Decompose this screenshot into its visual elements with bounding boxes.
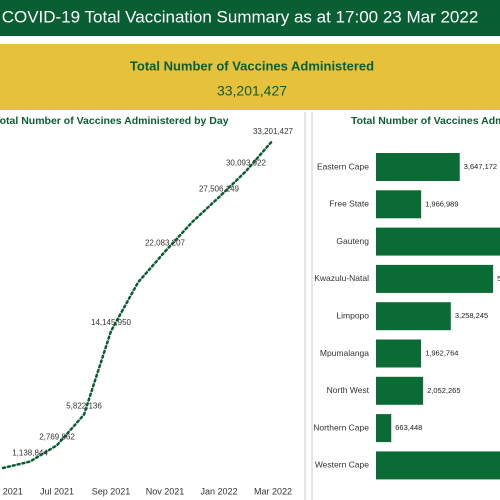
data-label: 3,647,172 xyxy=(464,162,497,171)
x-tick-label: Sep 2021 xyxy=(92,486,131,496)
data-label: 22,083,207 xyxy=(145,239,186,248)
data-label: 3,258,245 xyxy=(455,311,488,320)
data-label: 30,093,922 xyxy=(226,158,267,167)
bar xyxy=(376,153,460,181)
bar xyxy=(376,414,392,443)
data-label: 14,145,950 xyxy=(91,318,132,327)
kpi-label: Total Number of Vaccines Administered xyxy=(130,58,374,73)
bar xyxy=(376,302,451,331)
data-label: 1,138,844 xyxy=(12,449,48,458)
bar xyxy=(376,227,500,256)
data-label: 5,822,136 xyxy=(66,402,102,411)
data-label: 2,769,862 xyxy=(39,432,75,441)
line xyxy=(1,138,275,470)
category-label: North West xyxy=(327,385,370,395)
bar xyxy=(376,339,422,368)
data-label: 33,201,427 xyxy=(253,127,294,136)
x-tick-label: Nov 2021 xyxy=(146,486,185,496)
x-tick-label: Mar 2022 xyxy=(254,486,292,496)
category-label: Kwazulu-Natal xyxy=(314,273,369,283)
bar xyxy=(376,264,494,293)
kpi-band xyxy=(0,44,500,110)
data-label: 1,962,764 xyxy=(425,348,458,357)
x-tick-label: Jan 2022 xyxy=(200,486,237,496)
header-band xyxy=(0,0,500,36)
header-title: COVID-19 Total Vaccination Summary as at… xyxy=(2,7,479,26)
bar xyxy=(376,190,422,219)
bar xyxy=(376,376,424,405)
data-label: 27,506,149 xyxy=(199,184,240,193)
category-label: Limpopo xyxy=(336,310,369,320)
bar-title: Total Number of Vaccines Administered by… xyxy=(351,115,500,127)
line-title: Total Number of Vaccines Administered by… xyxy=(0,115,229,127)
category-label: Mpumalanga xyxy=(320,348,369,358)
category-label: Western Cape xyxy=(315,460,369,470)
x-tick-label: May 2021 xyxy=(0,486,23,496)
x-tick-label: Jul 2021 xyxy=(40,486,74,496)
category-label: Northern Cape xyxy=(313,422,369,432)
data-label: 2,052,265 xyxy=(427,386,460,395)
data-label: 663,448 xyxy=(395,423,422,432)
category-label: Free State xyxy=(329,199,369,209)
category-label: Eastern Cape xyxy=(317,161,369,171)
kpi-value: 33,201,427 xyxy=(217,83,287,99)
data-label: 5,100,000 xyxy=(497,274,500,283)
category-label: Gauteng xyxy=(336,236,369,246)
data-label: 1,966,989 xyxy=(425,199,458,208)
bar xyxy=(376,451,500,480)
